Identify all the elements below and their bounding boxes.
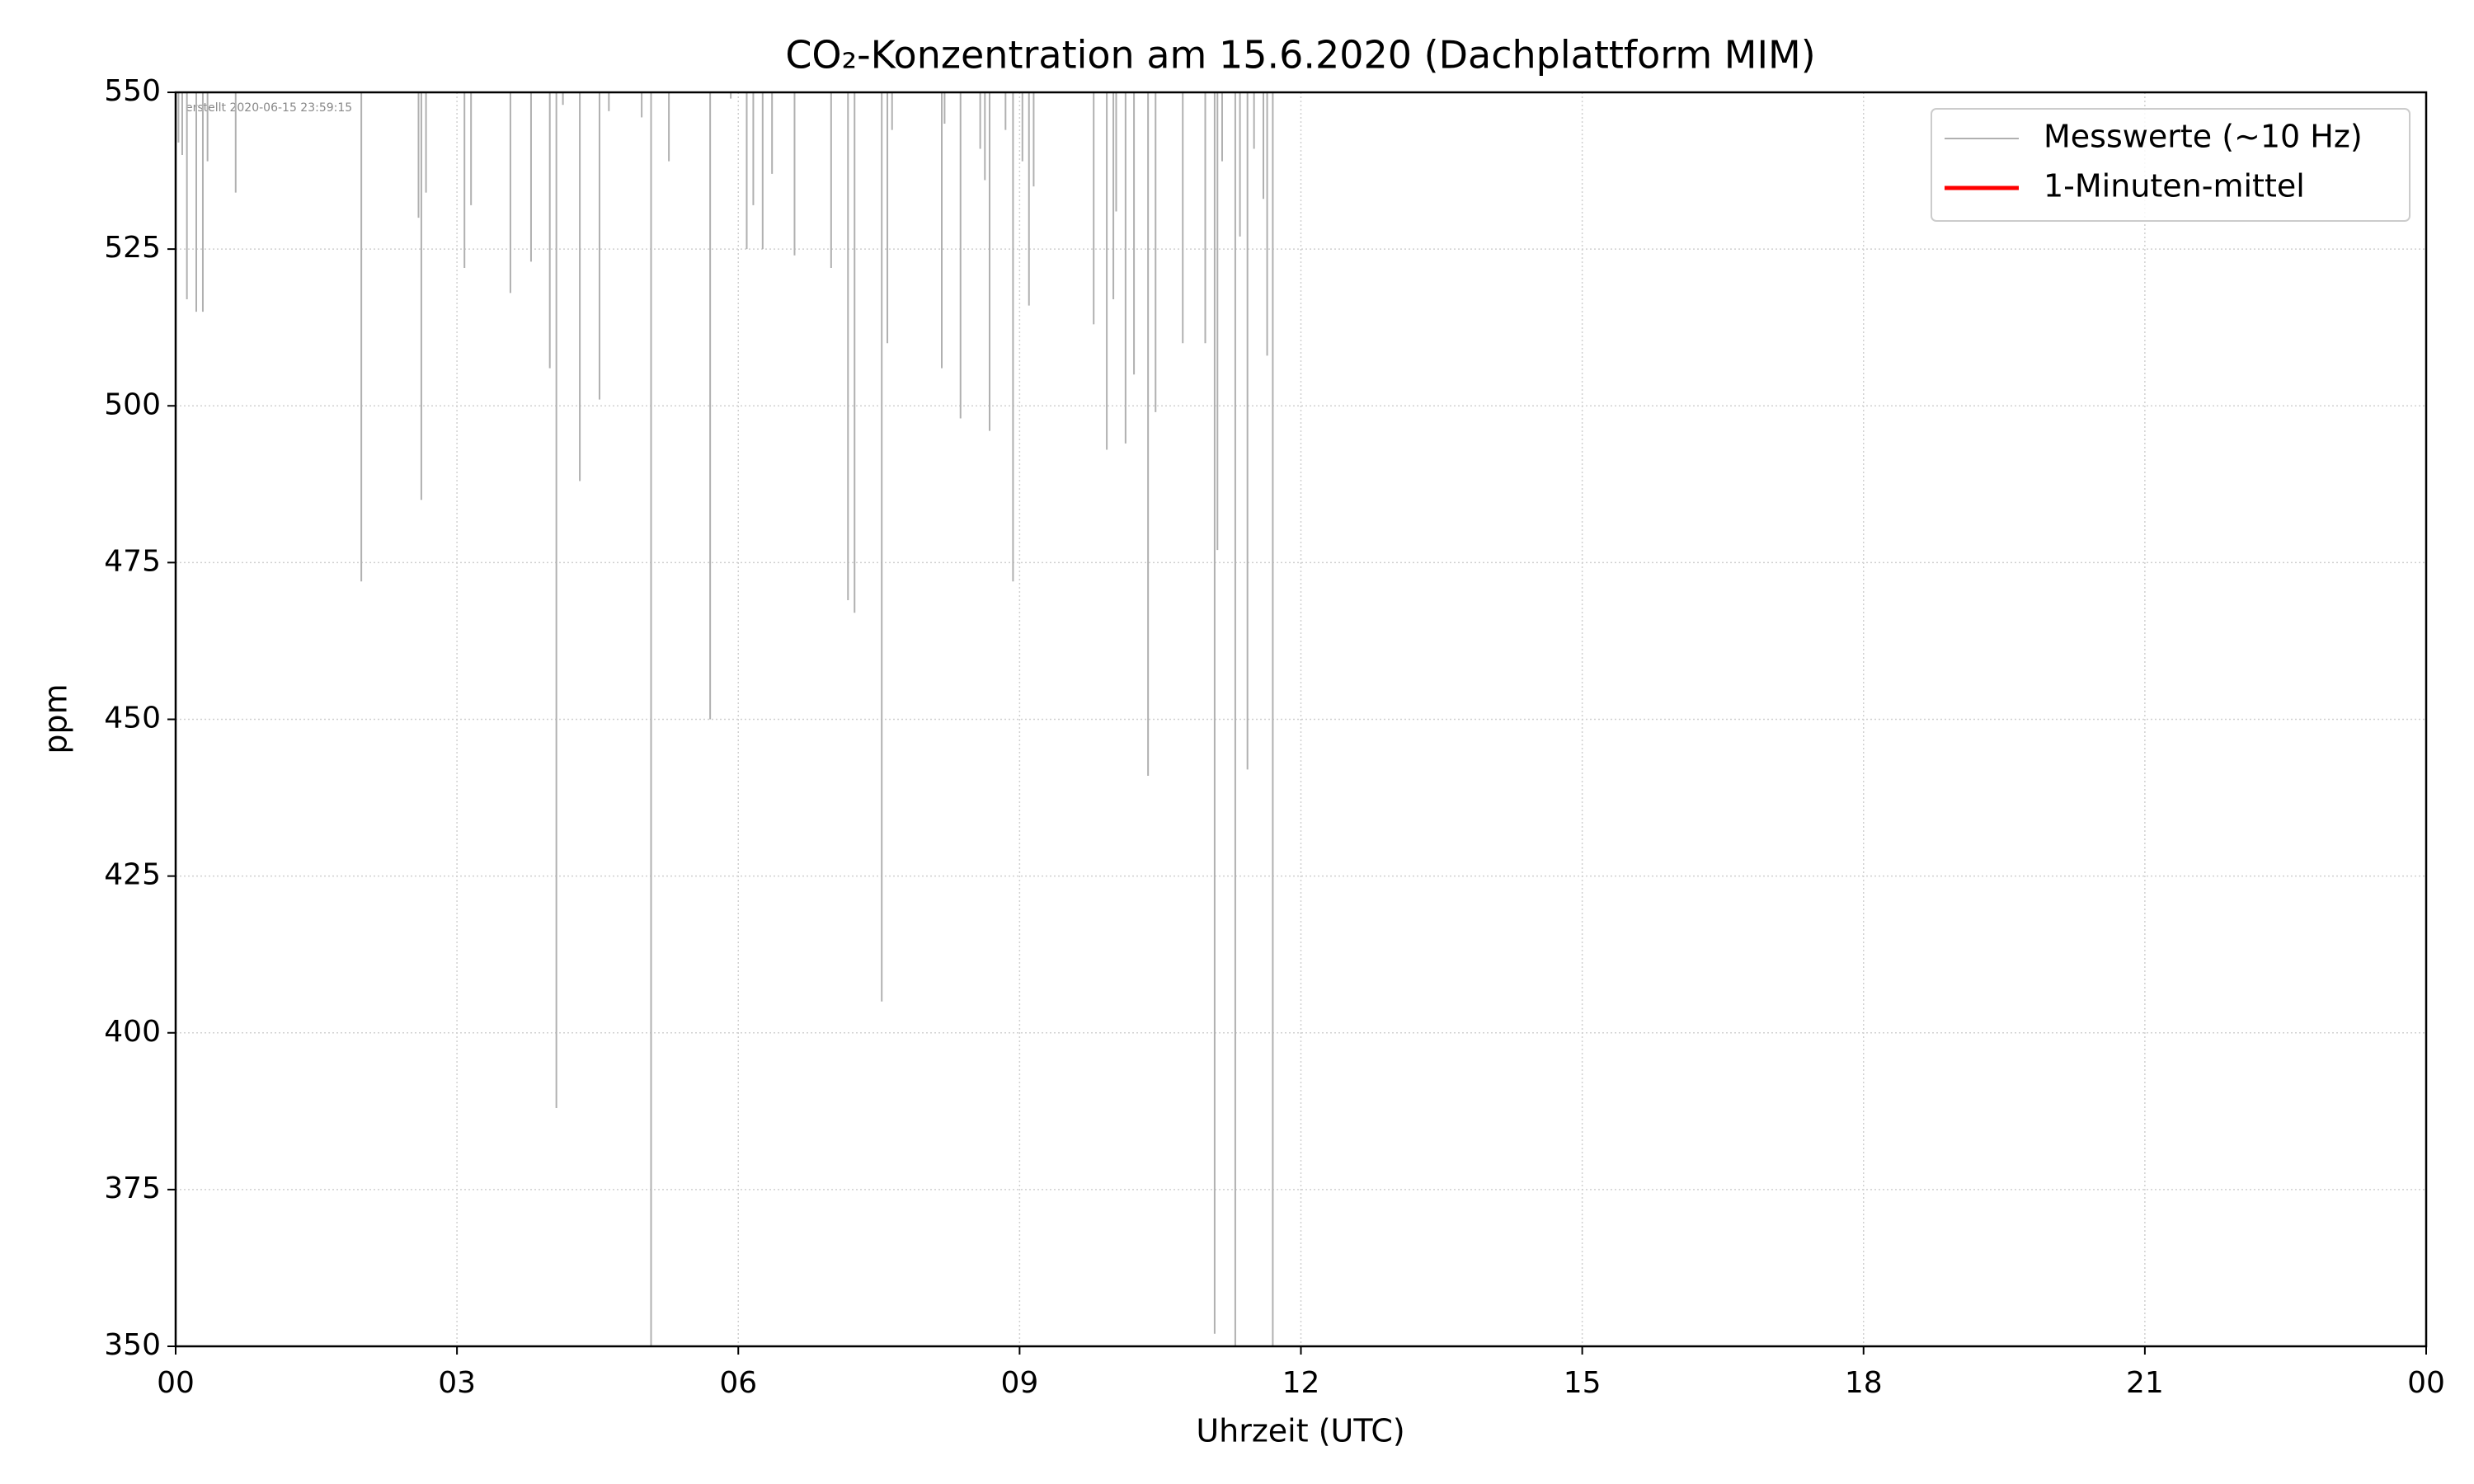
y-tick-label: 375 (104, 1172, 161, 1205)
x-tick-label: 03 (438, 1366, 476, 1400)
x-tick-label: 00 (157, 1366, 195, 1400)
x-tick-label: 21 (2126, 1366, 2164, 1400)
legend-box (1931, 108, 2411, 222)
plot-frame (174, 91, 2428, 1348)
x-tick-label: 18 (1845, 1366, 1883, 1400)
x-axis-label: Uhrzeit (UTC) (1196, 1413, 1404, 1449)
y-tick-label: 475 (104, 544, 161, 578)
legend-label: Messwerte (~10 Hz) (2044, 119, 2363, 155)
y-tick-label: 450 (104, 702, 161, 735)
y-tick-label: 400 (104, 1015, 161, 1049)
x-tick-label: 09 (1000, 1366, 1038, 1400)
annotation: erstellt 2020-06-15 23:59:15 (186, 101, 352, 115)
legend-label: 1-Minuten-mittel (2044, 168, 2305, 204)
x-tick-label: 00 (2407, 1366, 2445, 1400)
y-tick-label: 550 (104, 74, 161, 108)
y-tick-label: 425 (104, 858, 161, 892)
y-tick-label: 500 (104, 387, 161, 421)
x-tick-label: 06 (719, 1366, 757, 1400)
x-tick-label: 15 (1564, 1366, 1602, 1400)
y-axis-label: ppm (38, 683, 74, 754)
y-tick-label: 350 (104, 1328, 161, 1362)
y-tick-label: 525 (104, 231, 161, 265)
chart-title: CO₂-Konzentration am 15.6.2020 (Dachplat… (785, 33, 1815, 77)
x-tick-label: 12 (1282, 1366, 1320, 1400)
